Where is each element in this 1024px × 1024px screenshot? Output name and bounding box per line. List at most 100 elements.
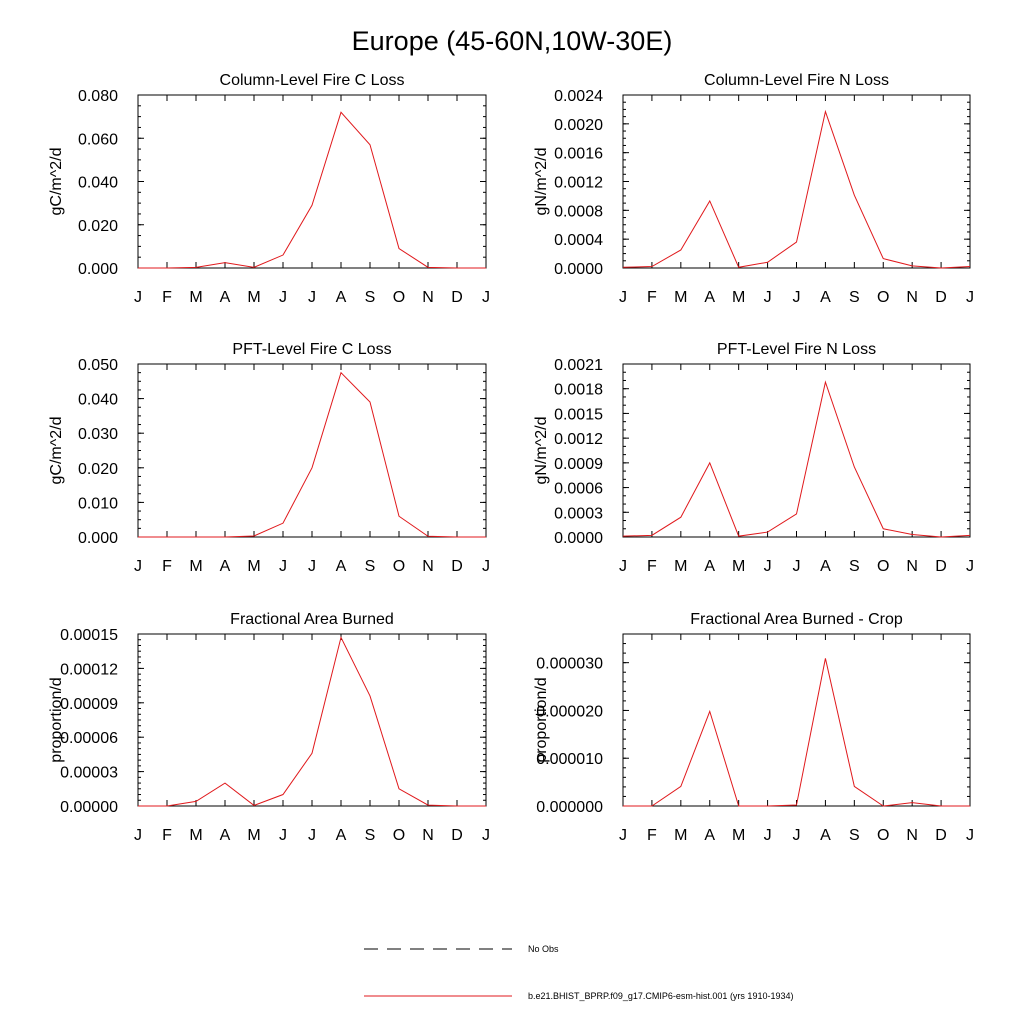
y-tick-label: 0.0016 <box>554 146 603 163</box>
x-tick-label: J <box>966 289 974 306</box>
y-tick-label: 0.0004 <box>554 232 603 249</box>
y-tick-label: 0.060 <box>78 131 118 148</box>
y-tick-label: 0.0000 <box>554 261 603 278</box>
legend: No Obs b.e21.BHIST_BPRP.f09_g17.CMIP6-es… <box>364 944 793 1001</box>
x-tick-label: M <box>189 289 202 306</box>
x-tick-label: M <box>674 558 687 575</box>
x-tick-label: N <box>422 289 434 306</box>
x-tick-label: J <box>482 289 490 306</box>
x-tick-label: J <box>619 558 627 575</box>
x-tick-label: N <box>422 558 434 575</box>
chart-panel-5: Fractional Area Burnedproportion/d0.0000… <box>48 611 490 844</box>
y-tick-label: 0.010 <box>78 495 118 512</box>
x-tick-label: M <box>189 558 202 575</box>
x-tick-label: N <box>906 827 918 844</box>
x-tick-label: M <box>732 827 745 844</box>
x-tick-label: A <box>704 558 715 575</box>
plot-frame <box>622 363 971 538</box>
x-tick-label: D <box>935 827 947 844</box>
x-tick-label: O <box>393 289 405 306</box>
y-tick-label: 0.0009 <box>554 456 603 473</box>
plot-frame <box>137 633 487 807</box>
x-tick-label: A <box>820 558 831 575</box>
y-tick-label: 0.000030 <box>536 656 603 673</box>
y-tick-label: 0.0021 <box>554 357 603 374</box>
x-tick-label: M <box>189 827 202 844</box>
x-tick-label: M <box>247 558 260 575</box>
x-tick-label: S <box>365 289 376 306</box>
y-tick-label: 0.0012 <box>554 431 603 448</box>
x-tick-label: J <box>966 827 974 844</box>
chart-panel-6: Fractional Area Burned - Crop proportion/… <box>533 611 974 844</box>
chart-panel-2: Column-Level Fire N Loss gN/m^2/d 0.0000 0.… <box>533 72 974 306</box>
y-tick-label: 0.0015 <box>554 406 603 423</box>
x-tick-label: M <box>247 827 260 844</box>
x-tick-label: J <box>764 827 772 844</box>
chart-panel-3: PFT-Level Fire C Loss gC/m^2/d 0.000 0.010 0… <box>48 341 490 575</box>
x-tick-label: D <box>451 827 463 844</box>
series-line-model <box>138 371 486 538</box>
x-tick-label: A <box>820 827 831 844</box>
x-tick-label: O <box>393 558 405 575</box>
x-tick-label: J <box>134 289 142 306</box>
plot-frame <box>622 633 971 807</box>
chart-title: Column-Level Fire N Loss <box>704 72 889 89</box>
y-tick-label: 0.0003 <box>554 505 603 522</box>
y-axis-label: proportion/d <box>48 677 65 762</box>
figure-title: Europe (45-60N,10W-30E) <box>352 26 673 56</box>
x-tick-label: M <box>732 558 745 575</box>
x-tick-label: J <box>279 558 287 575</box>
x-tick-label: A <box>336 558 347 575</box>
x-tick-label: J <box>619 289 627 306</box>
series-line-model <box>623 658 970 807</box>
x-tick-label: S <box>849 558 860 575</box>
x-tick-label: J <box>134 827 142 844</box>
y-tick-label: 0.00012 <box>60 661 118 678</box>
chart-title: Fractional Area Burned - Crop <box>690 611 903 628</box>
x-tick-label: F <box>162 289 172 306</box>
y-axis-label: gN/m^2/d <box>533 417 550 485</box>
series-line-model <box>138 111 486 269</box>
x-tick-label: A <box>336 289 347 306</box>
series-line-model <box>622 380 971 538</box>
x-tick-label: A <box>220 558 231 575</box>
legend-obs-label: No Obs <box>528 944 559 954</box>
y-tick-label: 0.00009 <box>60 696 118 713</box>
y-tick-label: 0.000000 <box>536 799 603 816</box>
y-tick-label: 0.080 <box>78 88 118 105</box>
x-tick-label: D <box>451 558 463 575</box>
y-axis-label: gC/m^2/d <box>48 148 65 216</box>
x-tick-label: A <box>820 289 831 306</box>
x-tick-label: S <box>849 827 860 844</box>
y-tick-label: 0.040 <box>78 175 118 192</box>
x-tick-label: J <box>793 558 801 575</box>
x-tick-label: J <box>482 558 490 575</box>
x-tick-label: F <box>162 827 172 844</box>
x-tick-label: J <box>134 558 142 575</box>
x-tick-label: N <box>906 289 918 306</box>
x-tick-label: D <box>935 289 947 306</box>
chart-panel-1: Column-Level Fire C Loss gC/m^2/d 0.000 0.0… <box>48 72 490 306</box>
chart-panel-4: PFT-Level Fire N Loss gN/m^2/d 0.0000 0.000… <box>533 341 974 575</box>
x-tick-label: O <box>877 289 889 306</box>
y-tick-label: 0.00015 <box>60 627 118 644</box>
y-axis-label: proportion/d <box>533 677 550 762</box>
x-tick-label: O <box>393 827 405 844</box>
x-tick-label: J <box>482 827 490 844</box>
x-tick-label: J <box>308 827 316 844</box>
x-tick-label: M <box>674 289 687 306</box>
chart-title: PFT-Level Fire C Loss <box>232 341 391 358</box>
y-tick-label: 0.00000 <box>60 799 118 816</box>
y-tick-label: 0.0008 <box>554 203 603 220</box>
x-tick-label: A <box>336 827 347 844</box>
x-tick-label: O <box>877 558 889 575</box>
x-tick-label: M <box>674 827 687 844</box>
x-tick-label: D <box>451 289 463 306</box>
x-tick-label: A <box>704 289 715 306</box>
y-axis-label: gC/m^2/d <box>48 417 65 485</box>
y-tick-label: 0.000 <box>78 261 118 278</box>
x-tick-label: F <box>647 289 657 306</box>
y-tick-label: 0.000 <box>78 530 118 547</box>
x-tick-label: F <box>162 558 172 575</box>
